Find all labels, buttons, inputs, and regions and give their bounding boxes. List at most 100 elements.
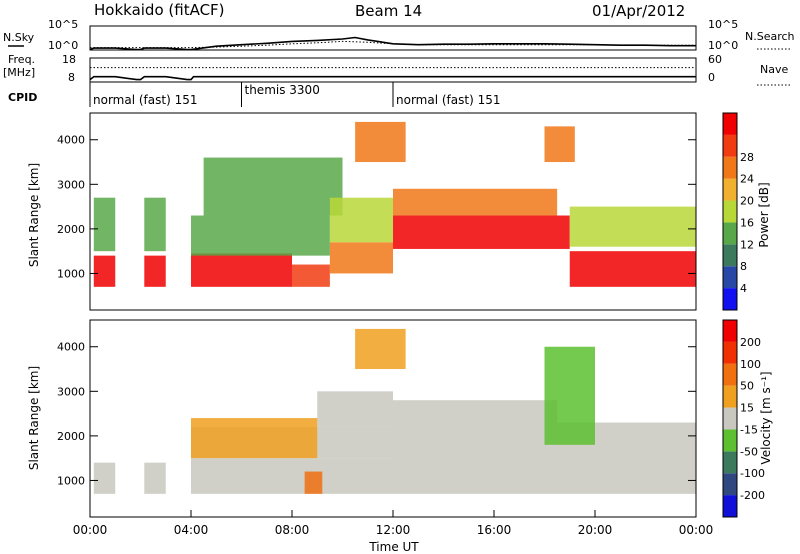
- ytick-label-1: 2000: [57, 223, 85, 236]
- colorbar-swatch-5: [723, 178, 737, 201]
- echo-band-6: [569, 251, 696, 287]
- noise-right-tick-bottom: 10^0: [708, 39, 738, 52]
- ytick-label-1: 2000: [57, 430, 85, 443]
- colorbar-tick-3: 15: [740, 402, 754, 415]
- date-title: 01/Apr/2012: [592, 2, 685, 20]
- colorbar-tick-4: 20: [740, 195, 754, 208]
- site-title: Hokkaido (fitACF): [94, 1, 225, 19]
- colorbar-swatch-0: [723, 288, 737, 310]
- power-heatmap: 1000 2000 3000 4000: [57, 112, 697, 311]
- velocity-colorbar: 200 100 50 15 -15 -50 -100 -200: [722, 319, 765, 518]
- echo-band-0: [93, 462, 116, 494]
- beam-title: Beam 14: [355, 2, 422, 20]
- colorbar-swatch-8: [723, 113, 737, 135]
- colorbar-swatch-2: [723, 244, 737, 267]
- velocity-panel: Slant Range [km] 1000 2000 3000 4000 200 100…: [27, 319, 773, 518]
- xtick-label-3: 12:00: [376, 523, 411, 537]
- noise-left-tick-bottom: 10^0: [48, 39, 78, 52]
- colorbar-tick-0: 4: [740, 282, 747, 295]
- power-colorbar-label: Power [dB]: [757, 182, 771, 247]
- ytick-label-0: 1000: [57, 474, 85, 487]
- freq-left-label-line1: Freq.: [8, 53, 35, 66]
- colorbar-swatch-7: [723, 341, 737, 364]
- freq-right-tick-top: 60: [708, 53, 722, 66]
- cpid-segment-label-0: normal (fast) 151: [93, 93, 197, 107]
- cpid-label: CPID: [8, 91, 37, 104]
- colorbar-tick-0: 200: [740, 336, 761, 349]
- xtick-label-5: 20:00: [578, 523, 613, 537]
- xaxis-label: Time UT: [368, 540, 419, 554]
- colorbar-tick-2: 12: [740, 238, 754, 251]
- echo-band-7: [544, 346, 595, 445]
- echo-band-7: [191, 215, 330, 256]
- colorbar-tick-1: 100: [740, 358, 761, 371]
- colorbar-tick-6: 28: [740, 151, 754, 164]
- echo-band-9: [329, 197, 393, 243]
- echo-band-5: [393, 215, 570, 249]
- echo-band-13: [93, 197, 116, 252]
- echo-band-15: [569, 206, 696, 247]
- colorbar-swatch-7: [723, 134, 737, 157]
- colorbar-swatch-2: [723, 451, 737, 474]
- colorbar-swatch-4: [723, 200, 737, 223]
- frequency-panel: Freq. [MHz] 18 8 60 0 Nave: [3, 53, 790, 86]
- ytick-label-2: 3000: [57, 178, 85, 191]
- echo-band-4: [329, 242, 393, 274]
- echo-band-8: [191, 418, 318, 459]
- power-ylabel: Slant Range [km]: [27, 163, 41, 267]
- colorbar-swatch-3: [723, 429, 737, 452]
- echo-band-11: [355, 121, 406, 163]
- xtick-label-4: 16:00: [477, 523, 512, 537]
- freq-left-tick-bottom: 8: [68, 71, 75, 84]
- echo-band-1: [144, 255, 166, 287]
- echo-band-0: [93, 255, 116, 287]
- colorbar-swatch-6: [723, 363, 737, 386]
- colorbar-swatch-1: [723, 473, 737, 496]
- echo-band-10: [393, 188, 558, 216]
- xtick-label-2: 08:00: [275, 523, 310, 537]
- echo-band-2: [191, 458, 393, 494]
- series-line-0: [89, 36, 696, 51]
- freq-right-tick-bottom: 0: [708, 71, 715, 84]
- colorbar-tick-5: -50: [740, 445, 758, 458]
- power-colorbar: 4 8 12 16 20 24 28: [722, 112, 754, 311]
- panel-frame: [89, 25, 697, 51]
- noise-plot: [89, 25, 697, 51]
- noise-right-tick-top: 10^5: [708, 18, 738, 31]
- series-line-1: [90, 40, 696, 49]
- frequency-plot: [89, 57, 697, 83]
- echo-band-12: [544, 126, 575, 163]
- velocity-heatmap: 1000 2000 3000 4000: [57, 319, 697, 518]
- power-panel: Slant Range [km] 1000 2000 3000 4000 4 8 12 16…: [27, 112, 771, 311]
- echo-band-3: [292, 264, 330, 287]
- echo-band-9: [355, 328, 406, 370]
- xtick-label-1: 04:00: [174, 523, 209, 537]
- ytick-label-0: 1000: [57, 267, 85, 280]
- echo-band-2: [191, 253, 292, 287]
- colorbar-swatch-4: [723, 407, 737, 430]
- colorbar-swatch-6: [723, 156, 737, 179]
- colorbar-swatch-8: [723, 320, 737, 342]
- colorbar-tick-2: 50: [740, 380, 754, 393]
- series-line-0: [89, 75, 696, 81]
- ytick-label-3: 4000: [57, 341, 85, 354]
- echo-band-6: [393, 400, 558, 423]
- echo-band-8: [203, 157, 343, 216]
- colorbar-tick-3: 16: [740, 216, 754, 229]
- echo-band-1: [144, 462, 166, 494]
- freq-right-label: Nave: [760, 63, 788, 76]
- colorbar-tick-6: -100: [740, 467, 765, 480]
- cpid-segments: normal (fast) 151 themis 3300 normal (fast…: [89, 81, 696, 107]
- xtick-label-0: 00:00: [73, 523, 108, 537]
- freq-left-label-line2: [MHz]: [3, 66, 35, 79]
- colorbar-swatch-0: [723, 495, 737, 517]
- colorbar-tick-4: -15: [740, 423, 758, 436]
- echo-band-5: [317, 391, 393, 427]
- velocity-colorbar-label: Velocity [m s⁻¹]: [759, 371, 773, 464]
- ytick-label-3: 4000: [57, 134, 85, 147]
- colorbar-swatch-3: [723, 222, 737, 245]
- ytick-label-2: 3000: [57, 385, 85, 398]
- echo-band-14: [144, 197, 166, 252]
